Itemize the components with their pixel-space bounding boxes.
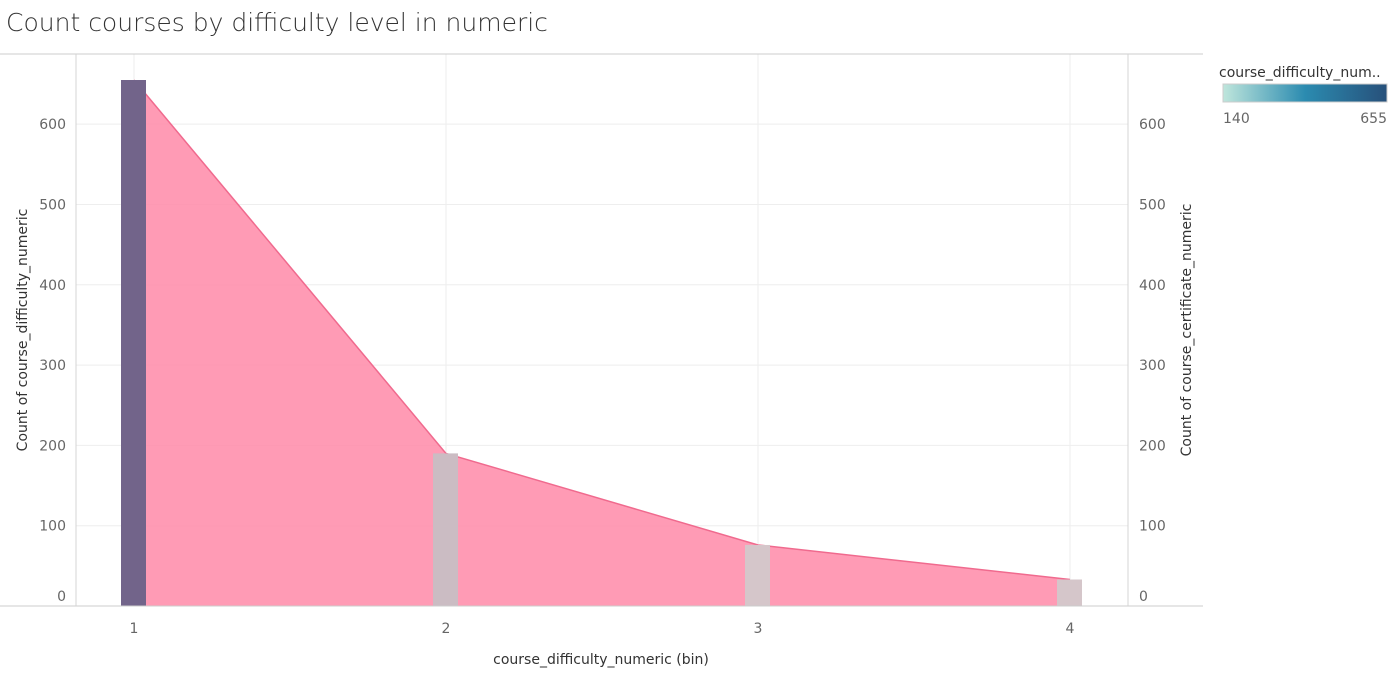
bar-fill — [121, 80, 134, 606]
legend-title: course_difficulty_num.. — [1219, 65, 1381, 81]
x-tick-label: 4 — [1066, 621, 1075, 637]
right-tick-label: 100 — [1139, 519, 1166, 535]
right-axis-title: Count of course_certificate_numeric — [1179, 204, 1195, 457]
bar-overlay — [757, 544, 770, 606]
x-tick-label: 2 — [442, 621, 451, 637]
bar-fill — [433, 453, 446, 606]
area-fill — [134, 80, 1070, 606]
left-tick-label: 400 — [39, 278, 66, 294]
right-tick-label: 300 — [1139, 358, 1166, 374]
bar-overlay — [133, 80, 146, 606]
x-tick-label: 1 — [130, 621, 139, 637]
legend-color-ramp — [1222, 83, 1388, 103]
bar-fill — [745, 544, 758, 606]
left-axis-ticks: 0 100 200 300 400 500 600 — [39, 117, 66, 605]
bar-3 — [745, 544, 770, 606]
bar-1 — [121, 80, 146, 606]
bar-overlay — [1069, 579, 1082, 606]
x-tick-label: 3 — [754, 621, 763, 637]
right-tick-label: 500 — [1139, 197, 1166, 213]
left-axis-title: Count of course_difficulty_numeric — [15, 209, 31, 452]
bar-fill — [1057, 579, 1070, 606]
left-tick-label: 500 — [39, 197, 66, 213]
bar-series — [121, 80, 1082, 606]
x-axis-ticks: 1 2 3 4 — [130, 621, 1075, 637]
right-axis-ticks: 0 100 200 300 400 500 600 — [1139, 117, 1166, 605]
bar-area-overlap — [1057, 579, 1082, 606]
left-tick-label: 200 — [39, 438, 66, 454]
left-tick-label: 600 — [39, 117, 66, 133]
area-series — [133, 79, 1071, 606]
bar-area-overlap — [121, 80, 146, 606]
bar-4 — [1057, 579, 1082, 606]
chart-title: Count courses by difficulty level in num… — [6, 8, 548, 37]
right-tick-label: 600 — [1139, 117, 1166, 133]
legend-max-label: 655 — [1360, 111, 1387, 127]
left-tick-label: 300 — [39, 358, 66, 374]
right-tick-label: 200 — [1139, 438, 1166, 454]
bar-area-overlap — [433, 453, 458, 606]
bar-2 — [433, 453, 458, 606]
area-line — [133, 79, 1071, 581]
left-tick-label: 100 — [39, 519, 66, 535]
bar-area-overlap — [745, 544, 770, 606]
x-axis-title: course_difficulty_numeric (bin) — [493, 652, 709, 668]
right-tick-label: 0 — [1139, 589, 1148, 605]
plot-frame — [0, 53, 1203, 607]
left-tick-label: 0 — [57, 589, 66, 605]
bar-overlay — [445, 453, 458, 606]
legend-min-label: 140 — [1223, 111, 1250, 127]
color-legend: course_difficulty_num.. 140 655 — [1219, 65, 1388, 127]
right-tick-label: 400 — [1139, 278, 1166, 294]
